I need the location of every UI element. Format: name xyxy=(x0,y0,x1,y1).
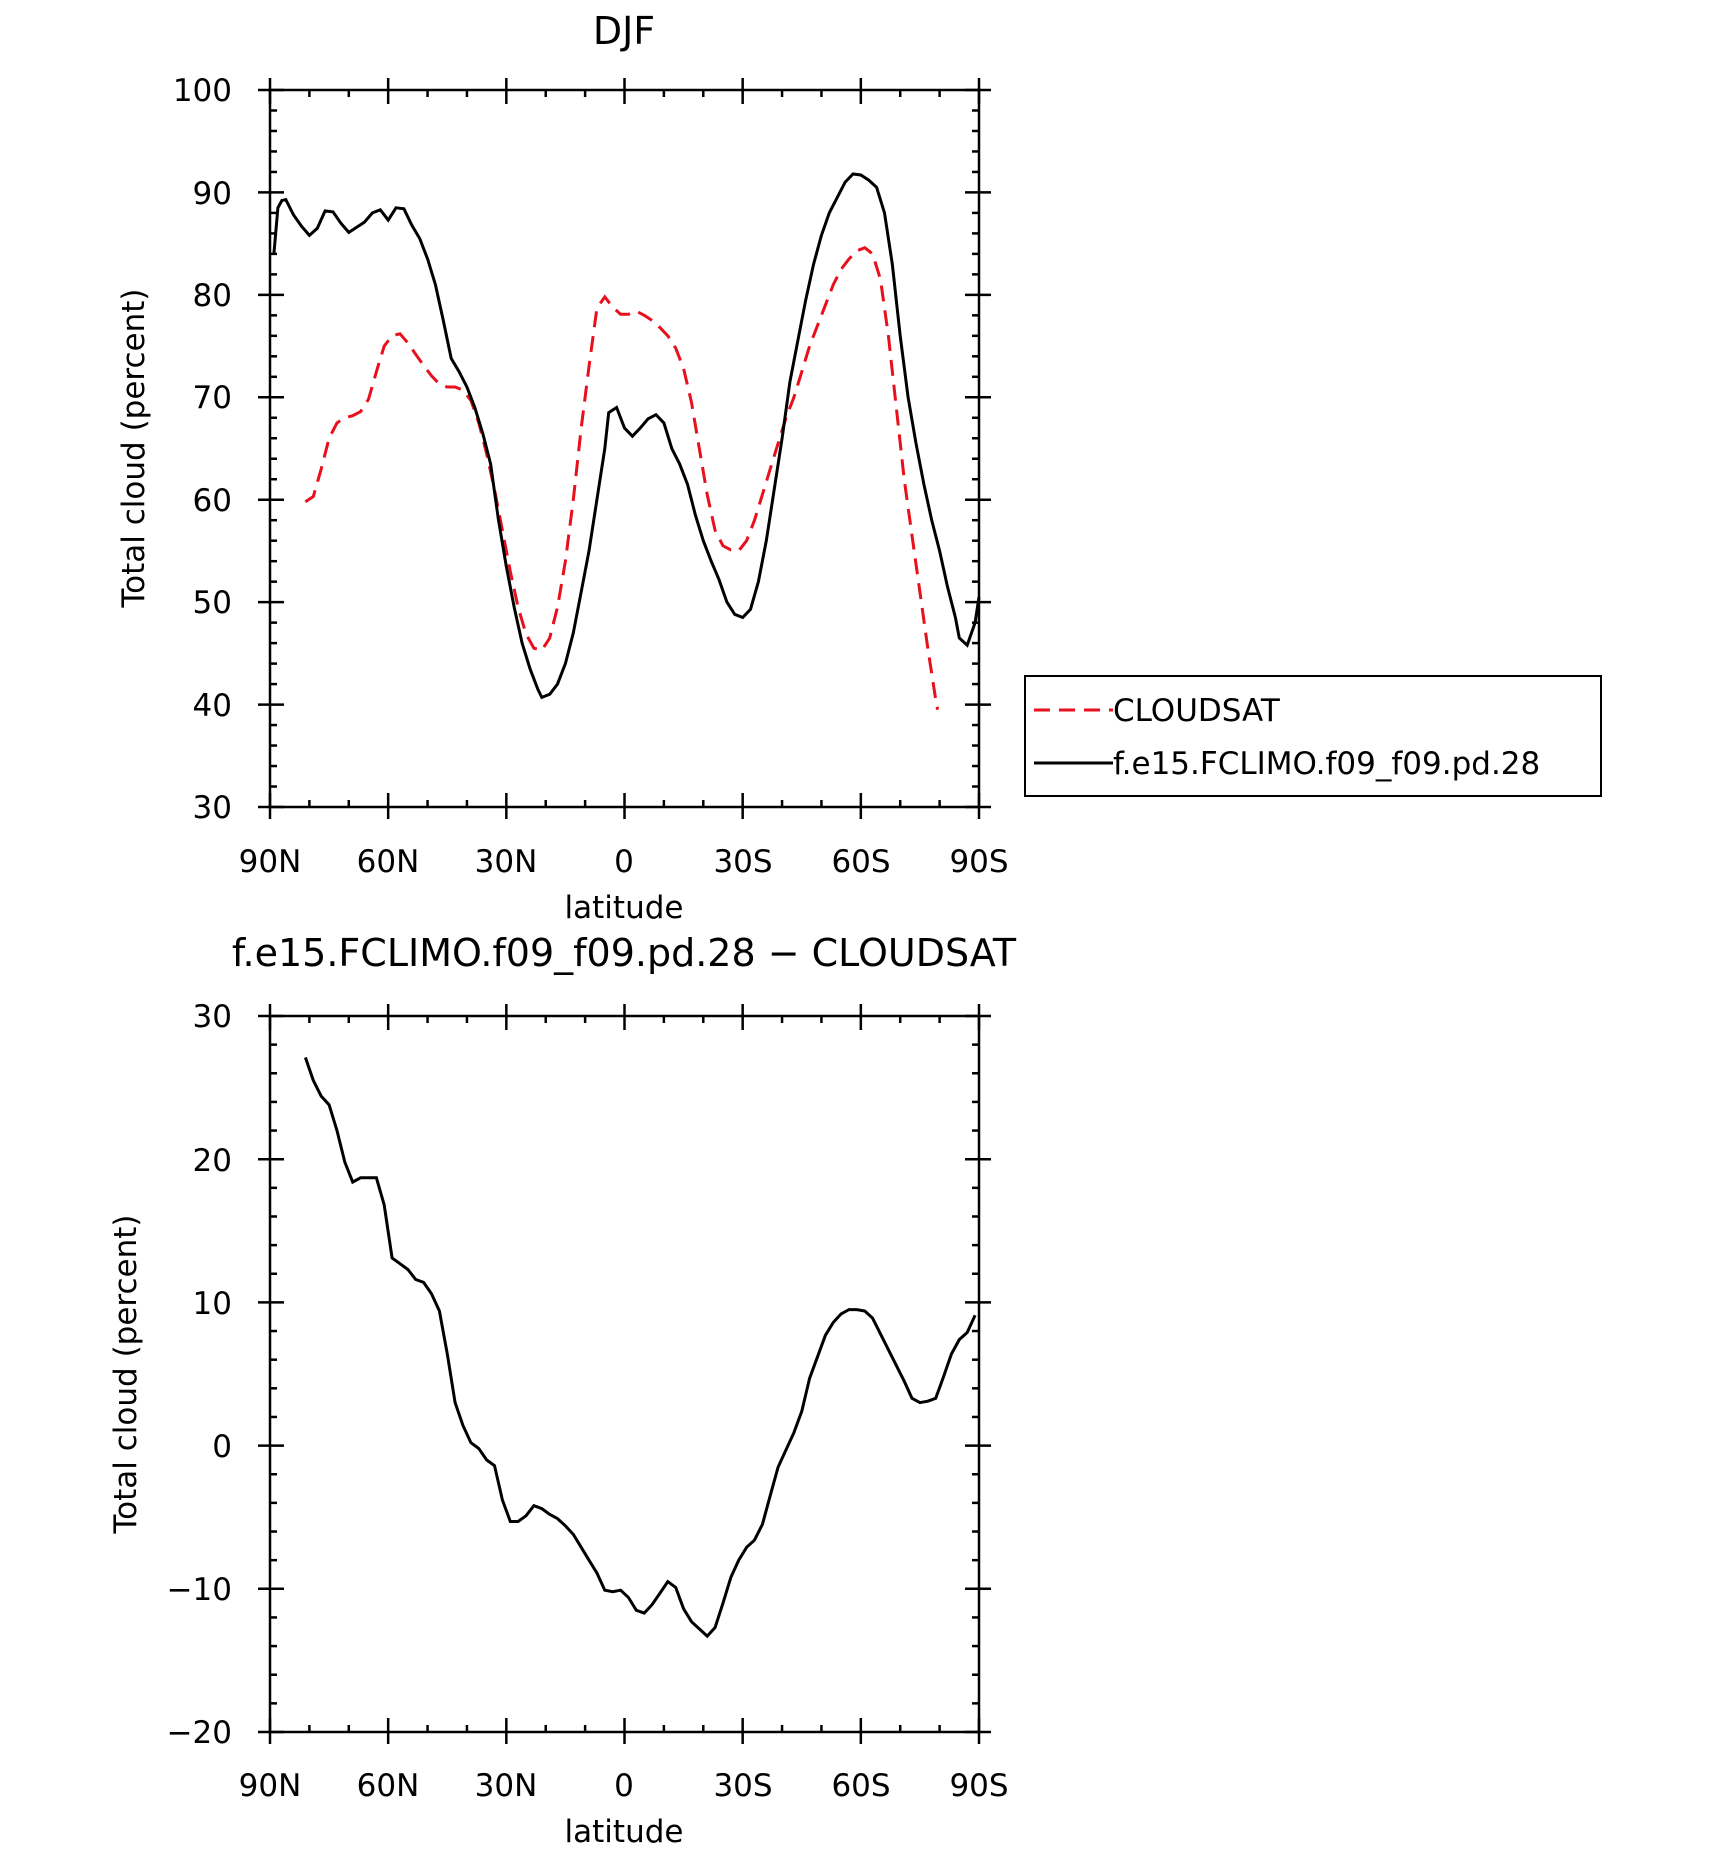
bottom-x-tick-label: 0 xyxy=(614,1768,634,1804)
top-chart-title: DJF xyxy=(593,9,655,53)
top-y-tick-label: 60 xyxy=(193,483,232,519)
series-line-cloudsat xyxy=(304,245,940,710)
bottom-x-tick-label: 90N xyxy=(239,1768,302,1804)
bottom-y-tick-label: 10 xyxy=(193,1286,232,1322)
bottom-chart: f.e15.FCLIMO.f09_f09.pd.28 − CLOUDSAT 90… xyxy=(108,931,1017,1850)
top-y-tick-label: 70 xyxy=(193,380,232,416)
top-y-tick-label: 50 xyxy=(193,585,232,621)
top-chart-x-tick-labels: 90N 60N 30N 0 30S 60S 90S xyxy=(239,844,1009,880)
bottom-chart-title: f.e15.FCLIMO.f09_f09.pd.28 − CLOUDSAT xyxy=(232,931,1017,975)
bottom-chart-x-axis-label: latitude xyxy=(565,1814,684,1850)
top-x-tick-label: 90N xyxy=(239,844,302,880)
top-x-tick-label: 60S xyxy=(831,844,890,880)
bottom-y-tick-label: 20 xyxy=(193,1143,232,1179)
bottom-y-tick-label: −20 xyxy=(167,1715,232,1751)
top-chart-series xyxy=(272,172,981,710)
top-chart-y-axis-label: Total cloud (percent) xyxy=(116,289,152,609)
top-chart-y-tick-labels: 30 40 50 60 70 80 90 100 xyxy=(173,73,232,826)
bottom-y-tick-label: 30 xyxy=(193,999,232,1035)
legend-entry-model: f.e15.FCLIMO.f09_f09.pd.28 xyxy=(1113,746,1540,782)
top-y-tick-label: 100 xyxy=(173,73,232,109)
top-x-tick-label: 30N xyxy=(475,844,538,880)
bottom-x-tick-label: 30S xyxy=(713,1768,772,1804)
top-chart-plot-area xyxy=(268,88,981,809)
bottom-chart-frame xyxy=(268,1014,981,1734)
bottom-x-tick-label: 60N xyxy=(357,1768,420,1804)
series-line-model xyxy=(272,172,981,700)
top-chart-ticks xyxy=(258,78,991,819)
legend-entry-cloudsat: CLOUDSAT xyxy=(1113,693,1281,729)
bottom-chart-ticks xyxy=(258,1004,991,1744)
bottom-x-tick-label: 90S xyxy=(949,1768,1008,1804)
top-y-tick-label: 90 xyxy=(193,176,232,212)
bottom-chart-series xyxy=(303,1057,977,1639)
bottom-chart-x-tick-labels: 90N 60N 30N 0 30S 60S 90S xyxy=(239,1768,1009,1804)
top-chart: DJF 90N 60N 30N 0 30S 60S 90S 30 40 50 6… xyxy=(116,9,1602,926)
bottom-y-tick-label: −10 xyxy=(167,1572,232,1608)
bottom-y-tick-label: 0 xyxy=(212,1429,232,1465)
top-y-tick-label: 30 xyxy=(193,790,232,826)
bottom-x-tick-label: 60S xyxy=(831,1768,890,1804)
series-line-difference xyxy=(303,1057,977,1639)
bottom-x-tick-label: 30N xyxy=(475,1768,538,1804)
top-x-tick-label: 60N xyxy=(357,844,420,880)
legend: CLOUDSAT f.e15.FCLIMO.f09_f09.pd.28 xyxy=(1024,675,1602,797)
bottom-chart-y-axis-label: Total cloud (percent) xyxy=(108,1215,144,1535)
bottom-chart-y-tick-labels: −20 −10 0 10 20 30 xyxy=(167,999,232,1751)
top-chart-frame xyxy=(268,88,981,809)
legend-box xyxy=(1024,675,1602,797)
top-y-tick-label: 80 xyxy=(193,278,232,314)
top-y-tick-label: 40 xyxy=(193,688,232,724)
top-x-tick-label: 90S xyxy=(949,844,1008,880)
top-chart-x-axis-label: latitude xyxy=(565,890,684,926)
top-x-tick-label: 0 xyxy=(614,844,634,880)
bottom-chart-plot-area xyxy=(268,1014,981,1734)
top-x-tick-label: 30S xyxy=(713,844,772,880)
